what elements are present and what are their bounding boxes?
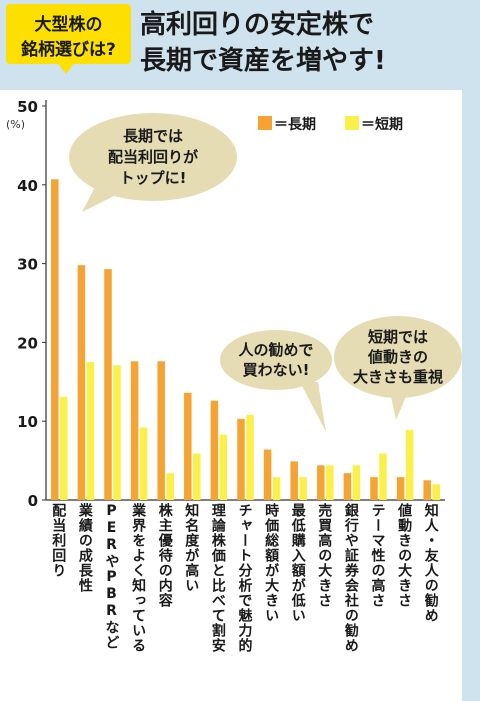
category-label: PERやPBRなど [103, 503, 120, 650]
topic-tag: 大型株の 銘柄選びは? [6, 4, 131, 64]
bubble-advice-text: 買わない! [243, 361, 310, 379]
bar-long [130, 361, 139, 500]
bar-long [317, 465, 325, 500]
bar-short [166, 473, 174, 500]
y-tick-label: 30 [17, 256, 38, 274]
bar-short [219, 434, 228, 500]
category-label: 売買高の大きさ [316, 503, 333, 608]
category-label: 最低購入額が低い [289, 503, 306, 623]
y-tick-label: 20 [17, 334, 38, 352]
bar-long [343, 473, 352, 500]
bar-short [193, 453, 201, 500]
y-axis-unit: (%) [6, 118, 25, 131]
topic-tag-pointer [57, 62, 75, 74]
bar-short [246, 414, 254, 500]
headline-line-2: 長期で資産を増やす! [140, 46, 386, 76]
headline-line-1: 高利回りの安定株で [140, 10, 375, 40]
bar-long [77, 265, 86, 500]
bubble-long-term-text: 長期では [123, 127, 183, 145]
category-label: 理論株価と比べて割安 [209, 503, 226, 653]
bar-short [113, 365, 121, 500]
category-label: 知名度が高い [183, 503, 200, 593]
category-label: 配当利回り [50, 503, 67, 578]
legend-swatch-short [345, 116, 359, 130]
bar-short [352, 465, 361, 500]
legend-swatch-long [258, 116, 272, 130]
category-label: チャート分析で魅力的 [236, 503, 253, 653]
legend-label-short: ＝短期 [361, 116, 403, 133]
chart-legend: ＝長期 ＝短期 [258, 116, 403, 133]
bar-long [263, 449, 272, 500]
chart-axes: 0 10 20 30 40 50 (%) [6, 98, 445, 510]
bar-short [432, 484, 440, 500]
bar-short [379, 453, 387, 500]
bubble-long-term [69, 113, 237, 201]
chart-bars [51, 179, 440, 500]
bubble-short-term [334, 316, 462, 398]
category-label: 銀行や証券会社の勧め [342, 503, 359, 653]
bar-long [237, 418, 245, 500]
bar-long [104, 269, 112, 500]
category-label: 業界をよく知っている [130, 503, 147, 653]
bubble-short-term-text: 大きさも重視 [353, 368, 443, 386]
y-tick-label: 40 [17, 177, 38, 195]
bar-long [184, 392, 192, 500]
bar-long [51, 179, 59, 500]
bubble-long-term-text: トップに! [120, 169, 187, 187]
bar-short [86, 362, 95, 500]
y-tick-label: 50 [17, 98, 38, 116]
bar-short [60, 396, 68, 500]
bubble-short-term-text: 値動きの [367, 348, 428, 366]
bar-short [272, 477, 281, 500]
bar-long [423, 480, 431, 500]
legend-label-long: ＝長期 [274, 117, 316, 133]
bubble-short-term-pointer [390, 392, 408, 420]
bar-long [290, 461, 298, 500]
category-label: 時価総額が大きい [263, 503, 280, 623]
y-tick-label: 10 [17, 413, 38, 431]
bubble-short-term-text: 短期では [368, 328, 428, 346]
category-label: 知人・友人の勧め [422, 503, 439, 623]
category-label: 値動きの大きさ [396, 503, 413, 608]
bubble-advice-text: 人の勧めで [238, 341, 313, 359]
topic-tag-line-1: 大型株の [34, 15, 103, 35]
bar-long [210, 400, 219, 500]
bubble-advice [220, 330, 332, 390]
bar-long [157, 361, 165, 500]
category-label: 株主優待の内容 [156, 503, 173, 608]
bar-short [326, 465, 334, 500]
bar-short [139, 427, 148, 500]
right-edge-band [462, 90, 480, 701]
bubble-long-term-text: 配当利回りが [108, 148, 199, 166]
topic-tag-line-2: 銘柄選びは? [21, 40, 116, 60]
category-label: 業績の成長性 [76, 503, 93, 593]
y-tick-label: 0 [28, 492, 38, 510]
bar-long [370, 477, 378, 500]
category-label: テーマ性の高さ [369, 503, 386, 608]
bubble-advice-pointer [300, 382, 326, 432]
bar-short [405, 429, 414, 500]
bar-short [299, 477, 307, 500]
bar-long [396, 477, 405, 500]
